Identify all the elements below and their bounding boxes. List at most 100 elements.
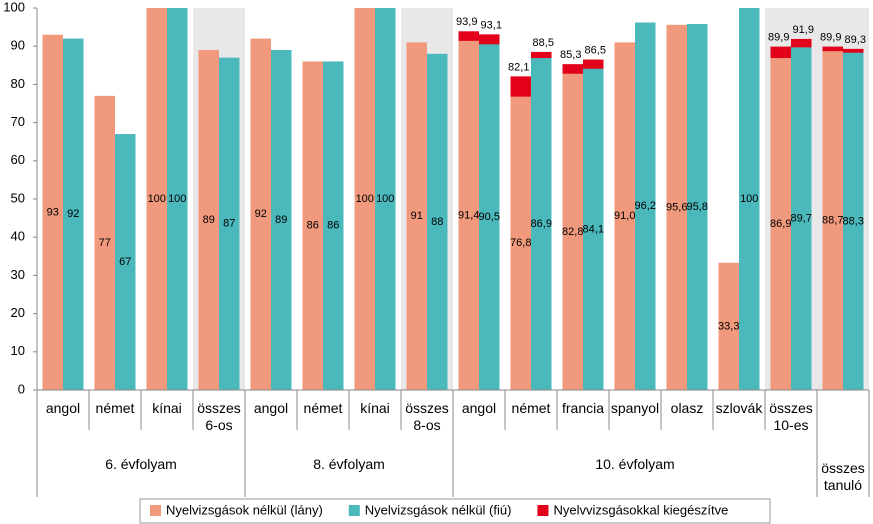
bar bbox=[198, 50, 219, 391]
y-tick-label: 0 bbox=[18, 381, 25, 396]
bar bbox=[687, 24, 708, 390]
value-label: 93 bbox=[47, 206, 59, 218]
bar bbox=[739, 8, 760, 390]
group-label-box: 8. évfolyam bbox=[313, 456, 385, 472]
value-label: 76,8 bbox=[510, 237, 531, 249]
bar bbox=[354, 8, 375, 390]
x-tick-label: szlovák bbox=[715, 400, 763, 416]
bar bbox=[115, 134, 136, 390]
value-label: 86 bbox=[307, 220, 319, 232]
x-tick-label-box: francia bbox=[562, 400, 604, 416]
x-tick-label: kínai bbox=[360, 400, 390, 416]
value-label: 89 bbox=[203, 214, 215, 226]
value-label: 82,8 bbox=[562, 226, 583, 238]
group-label: 6. évfolyam bbox=[105, 456, 177, 472]
value-label: 100 bbox=[740, 193, 758, 205]
y-tick-label: 10 bbox=[11, 343, 25, 358]
x-tick-label-box: német bbox=[96, 400, 135, 416]
value-label: 100 bbox=[148, 193, 166, 205]
value-label: 95,8 bbox=[687, 201, 708, 213]
value-label: 91 bbox=[411, 210, 423, 222]
group-label: 8. évfolyam bbox=[313, 456, 385, 472]
bar bbox=[614, 42, 635, 390]
bar bbox=[427, 53, 448, 391]
value-label: 92 bbox=[255, 208, 267, 220]
total-label: 86,5 bbox=[585, 44, 606, 56]
value-label: 88,3 bbox=[843, 215, 864, 227]
bar bbox=[791, 47, 812, 390]
x-tick-label-box: olasz bbox=[671, 400, 704, 416]
bar bbox=[583, 68, 604, 390]
legend-label: Nyelvvizsgásokkal kiegészítve bbox=[553, 502, 728, 517]
x-tick-label-box: összes 10-es bbox=[769, 400, 813, 433]
total-label: 93,9 bbox=[456, 16, 477, 28]
x-tick-label-box: kínai bbox=[360, 400, 390, 416]
x-tick-label-box: összes 6-os bbox=[197, 400, 241, 433]
total-label: 91,9 bbox=[793, 24, 814, 36]
value-label: 89,7 bbox=[791, 213, 812, 225]
bar bbox=[510, 96, 531, 391]
y-tick-label: 30 bbox=[11, 267, 25, 282]
y-tick-label: 50 bbox=[11, 190, 25, 205]
value-label: 89 bbox=[275, 214, 287, 226]
bar bbox=[271, 50, 292, 391]
value-label: 91,4 bbox=[458, 209, 479, 221]
x-tick-label-box: szlovák bbox=[715, 400, 763, 416]
value-label: 92 bbox=[67, 208, 79, 220]
x-tick-label: összes 8-os bbox=[405, 400, 449, 433]
x-tick-label: kínai bbox=[152, 400, 182, 416]
value-label: 95,6 bbox=[666, 201, 687, 213]
value-label: 33,3 bbox=[718, 320, 739, 332]
bar bbox=[323, 61, 344, 390]
bar bbox=[718, 262, 739, 390]
legend-label: Nyelvizsgások nélkül (fiú) bbox=[365, 502, 512, 517]
y-tick-label: 80 bbox=[11, 76, 25, 91]
bar bbox=[375, 8, 396, 390]
value-label: 96,2 bbox=[635, 200, 656, 212]
value-label: 91,0 bbox=[614, 210, 635, 222]
x-tick-label: német bbox=[511, 400, 551, 416]
bar bbox=[479, 44, 500, 390]
group-label: 10. évfolyam bbox=[595, 456, 675, 472]
value-label: 67 bbox=[119, 256, 131, 268]
legend-label: Nyelvizsgások nélkül (lány) bbox=[166, 502, 323, 517]
bar bbox=[42, 34, 63, 391]
value-label: 88 bbox=[431, 216, 443, 228]
x-tick-label: összes 6-os bbox=[197, 400, 241, 433]
bar bbox=[770, 58, 791, 391]
value-label: 100 bbox=[168, 193, 186, 205]
bar bbox=[531, 58, 552, 391]
value-label: 84,1 bbox=[583, 223, 604, 235]
value-label: 100 bbox=[376, 193, 394, 205]
y-tick-label: 20 bbox=[11, 305, 25, 320]
group-label-box: összes tanuló bbox=[821, 460, 865, 493]
group-label-box: 6. évfolyam bbox=[105, 456, 177, 472]
value-label: 86 bbox=[327, 220, 339, 232]
bar bbox=[146, 8, 167, 390]
legend-swatch bbox=[348, 505, 360, 516]
value-label: 87 bbox=[223, 218, 235, 230]
bar bbox=[822, 51, 843, 390]
x-tick-label: angol bbox=[45, 400, 81, 416]
group-label-box: 10. évfolyam bbox=[595, 456, 675, 472]
y-tick-label: 40 bbox=[11, 229, 25, 244]
total-label: 89,9 bbox=[820, 31, 841, 43]
x-tick-label: angol bbox=[461, 400, 497, 416]
total-label: 89,9 bbox=[768, 31, 789, 43]
y-tick-label: 90 bbox=[11, 38, 25, 53]
total-label: 89,3 bbox=[845, 34, 866, 46]
bar bbox=[635, 22, 656, 391]
bar bbox=[250, 38, 271, 391]
y-tick-label: 100 bbox=[3, 0, 25, 14]
value-label: 77 bbox=[99, 237, 111, 249]
total-label: 85,3 bbox=[560, 49, 581, 61]
value-label: 86,9 bbox=[531, 218, 552, 230]
x-tick-label-box: német bbox=[511, 400, 551, 416]
bar bbox=[167, 8, 188, 390]
x-tick-label-box: összes 8-os bbox=[405, 400, 449, 433]
x-tick-label-box: angol bbox=[45, 400, 81, 416]
bar bbox=[843, 52, 864, 390]
bar bbox=[219, 57, 240, 390]
legend-swatch bbox=[150, 505, 161, 516]
